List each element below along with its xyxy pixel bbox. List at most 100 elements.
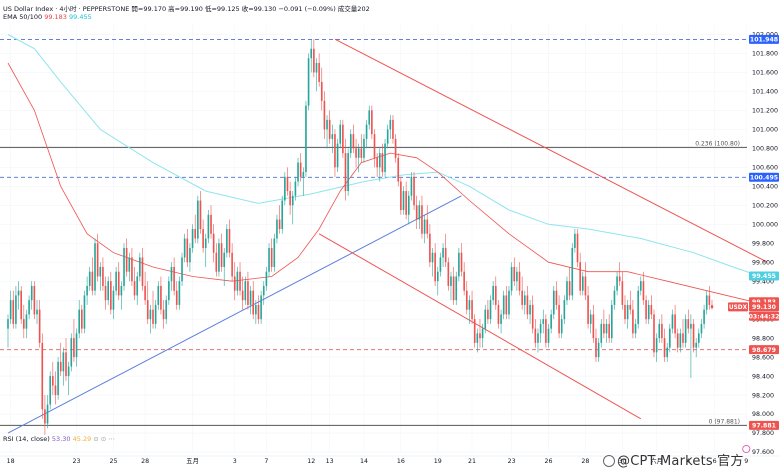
- candle: [104, 276, 107, 310]
- candle: [62, 347, 65, 386]
- candle-body: [523, 295, 526, 305]
- candle-body: [252, 290, 255, 315]
- candle: [653, 309, 655, 358]
- candle-body: [434, 252, 436, 282]
- candle: [465, 281, 468, 315]
- candle: [257, 295, 260, 324]
- candle: [25, 309, 28, 339]
- candle-body: [133, 281, 136, 296]
- price-tag: 99.455: [749, 271, 779, 281]
- candle-body: [136, 276, 139, 296]
- candle: [165, 295, 168, 324]
- y-tick-label: 101.600: [752, 70, 778, 77]
- candle-body: [455, 276, 458, 301]
- fib-labels: 0.236 (100.80) 0 (97.881): [695, 140, 740, 425]
- candle-body: [407, 195, 410, 215]
- candle: [270, 238, 273, 272]
- candle-body: [381, 153, 384, 173]
- trendline[interactable]: [334, 38, 768, 263]
- candle: [117, 262, 120, 301]
- candle: [676, 328, 679, 353]
- candle: [655, 333, 658, 362]
- candle: [468, 295, 471, 324]
- candle-body: [655, 338, 658, 353]
- candle-body: [690, 323, 692, 329]
- candle-body: [439, 257, 442, 272]
- candle: [521, 276, 523, 310]
- candle: [684, 314, 687, 348]
- candle: [458, 247, 460, 282]
- candle-body: [75, 333, 78, 358]
- candle-body: [413, 176, 415, 206]
- price-tag-bg: [749, 172, 779, 182]
- candle: [178, 276, 181, 310]
- candle: [642, 271, 645, 305]
- candle: [481, 323, 484, 348]
- candle-body: [597, 342, 600, 358]
- candle-body: [463, 271, 465, 291]
- candle-body: [215, 252, 218, 272]
- chart-header-ema: EMA 50/100 99.183 99.455: [3, 13, 92, 21]
- candle-body: [505, 295, 508, 315]
- candle-body: [336, 143, 339, 168]
- candle-body: [563, 300, 566, 320]
- candle-body: [273, 238, 276, 267]
- candle: [310, 39, 313, 73]
- candle-body: [49, 376, 52, 405]
- candle-body: [621, 281, 624, 305]
- candle-body: [244, 281, 247, 301]
- candle-body: [294, 181, 297, 196]
- candle: [529, 300, 531, 324]
- candle-body: [199, 200, 202, 230]
- candle: [531, 295, 534, 334]
- candle: [436, 266, 439, 296]
- candle: [389, 115, 392, 139]
- candle: [447, 257, 450, 291]
- candle-body: [57, 361, 59, 396]
- candle: [376, 153, 378, 177]
- rsi-more-icon[interactable]: ⊙ ⊙ ⋯: [93, 435, 115, 443]
- candle-body: [592, 314, 595, 339]
- candle: [318, 53, 320, 87]
- candle-body: [360, 148, 363, 158]
- candle-body: [603, 323, 605, 334]
- candle-body: [610, 304, 613, 339]
- candle-body: [653, 314, 655, 353]
- candle: [455, 271, 458, 305]
- candle-body: [25, 314, 28, 329]
- candle-body: [444, 247, 447, 263]
- candle-body: [99, 266, 102, 277]
- candle: [378, 148, 381, 182]
- candle-body: [595, 338, 597, 358]
- candle: [589, 309, 592, 334]
- event-marker-icon[interactable]: [742, 444, 751, 454]
- candle-body: [212, 233, 215, 253]
- candle-body: [376, 157, 378, 168]
- candle-body: [175, 290, 178, 305]
- candle-body: [17, 290, 20, 296]
- candle: [492, 281, 494, 305]
- x-tick-label: 14: [360, 458, 368, 465]
- candle: [632, 300, 634, 339]
- y-tick-label: 101.200: [752, 108, 778, 115]
- price-tag-text: 99.455: [752, 273, 776, 280]
- y-tick-label: 98.200: [752, 392, 774, 399]
- candle-body: [202, 229, 204, 248]
- candle: [302, 167, 305, 196]
- candle: [149, 304, 152, 334]
- rsi-legend: RSI (14, close) 53.30 45.29 ⊙ ⊙ ⋯: [3, 435, 115, 443]
- candle-body: [397, 157, 400, 182]
- candle: [637, 285, 639, 329]
- candle: [650, 295, 653, 320]
- x-tick-label: 9: [744, 458, 748, 465]
- candle: [566, 276, 568, 305]
- candle: [581, 271, 584, 296]
- candle: [197, 195, 199, 244]
- trendline[interactable]: [7, 195, 462, 434]
- candle-body: [276, 219, 278, 239]
- candle: [587, 285, 589, 329]
- candle-body: [574, 233, 576, 248]
- candle-body: [629, 304, 632, 310]
- candle-body: [695, 342, 697, 348]
